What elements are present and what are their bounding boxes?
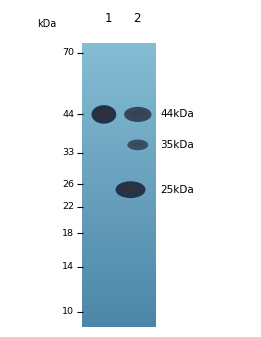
Ellipse shape: [127, 140, 148, 150]
Ellipse shape: [122, 185, 139, 192]
Text: 44: 44: [62, 110, 74, 119]
Text: 18: 18: [62, 229, 74, 238]
Text: 25kDa: 25kDa: [161, 185, 194, 195]
Ellipse shape: [124, 107, 151, 122]
Ellipse shape: [130, 111, 145, 117]
Ellipse shape: [115, 181, 146, 198]
Text: 70: 70: [62, 48, 74, 57]
Ellipse shape: [92, 105, 116, 124]
Text: kDa: kDa: [37, 19, 57, 29]
Text: 10: 10: [62, 307, 74, 316]
Text: 2: 2: [133, 12, 141, 25]
Text: 26: 26: [62, 180, 74, 189]
Text: 33: 33: [62, 148, 74, 157]
Text: 22: 22: [62, 202, 74, 211]
Text: 1: 1: [105, 12, 112, 25]
Ellipse shape: [132, 142, 144, 147]
Text: 44kDa: 44kDa: [161, 110, 194, 119]
Ellipse shape: [97, 110, 111, 117]
Text: 14: 14: [62, 262, 74, 271]
Text: 35kDa: 35kDa: [161, 140, 194, 150]
